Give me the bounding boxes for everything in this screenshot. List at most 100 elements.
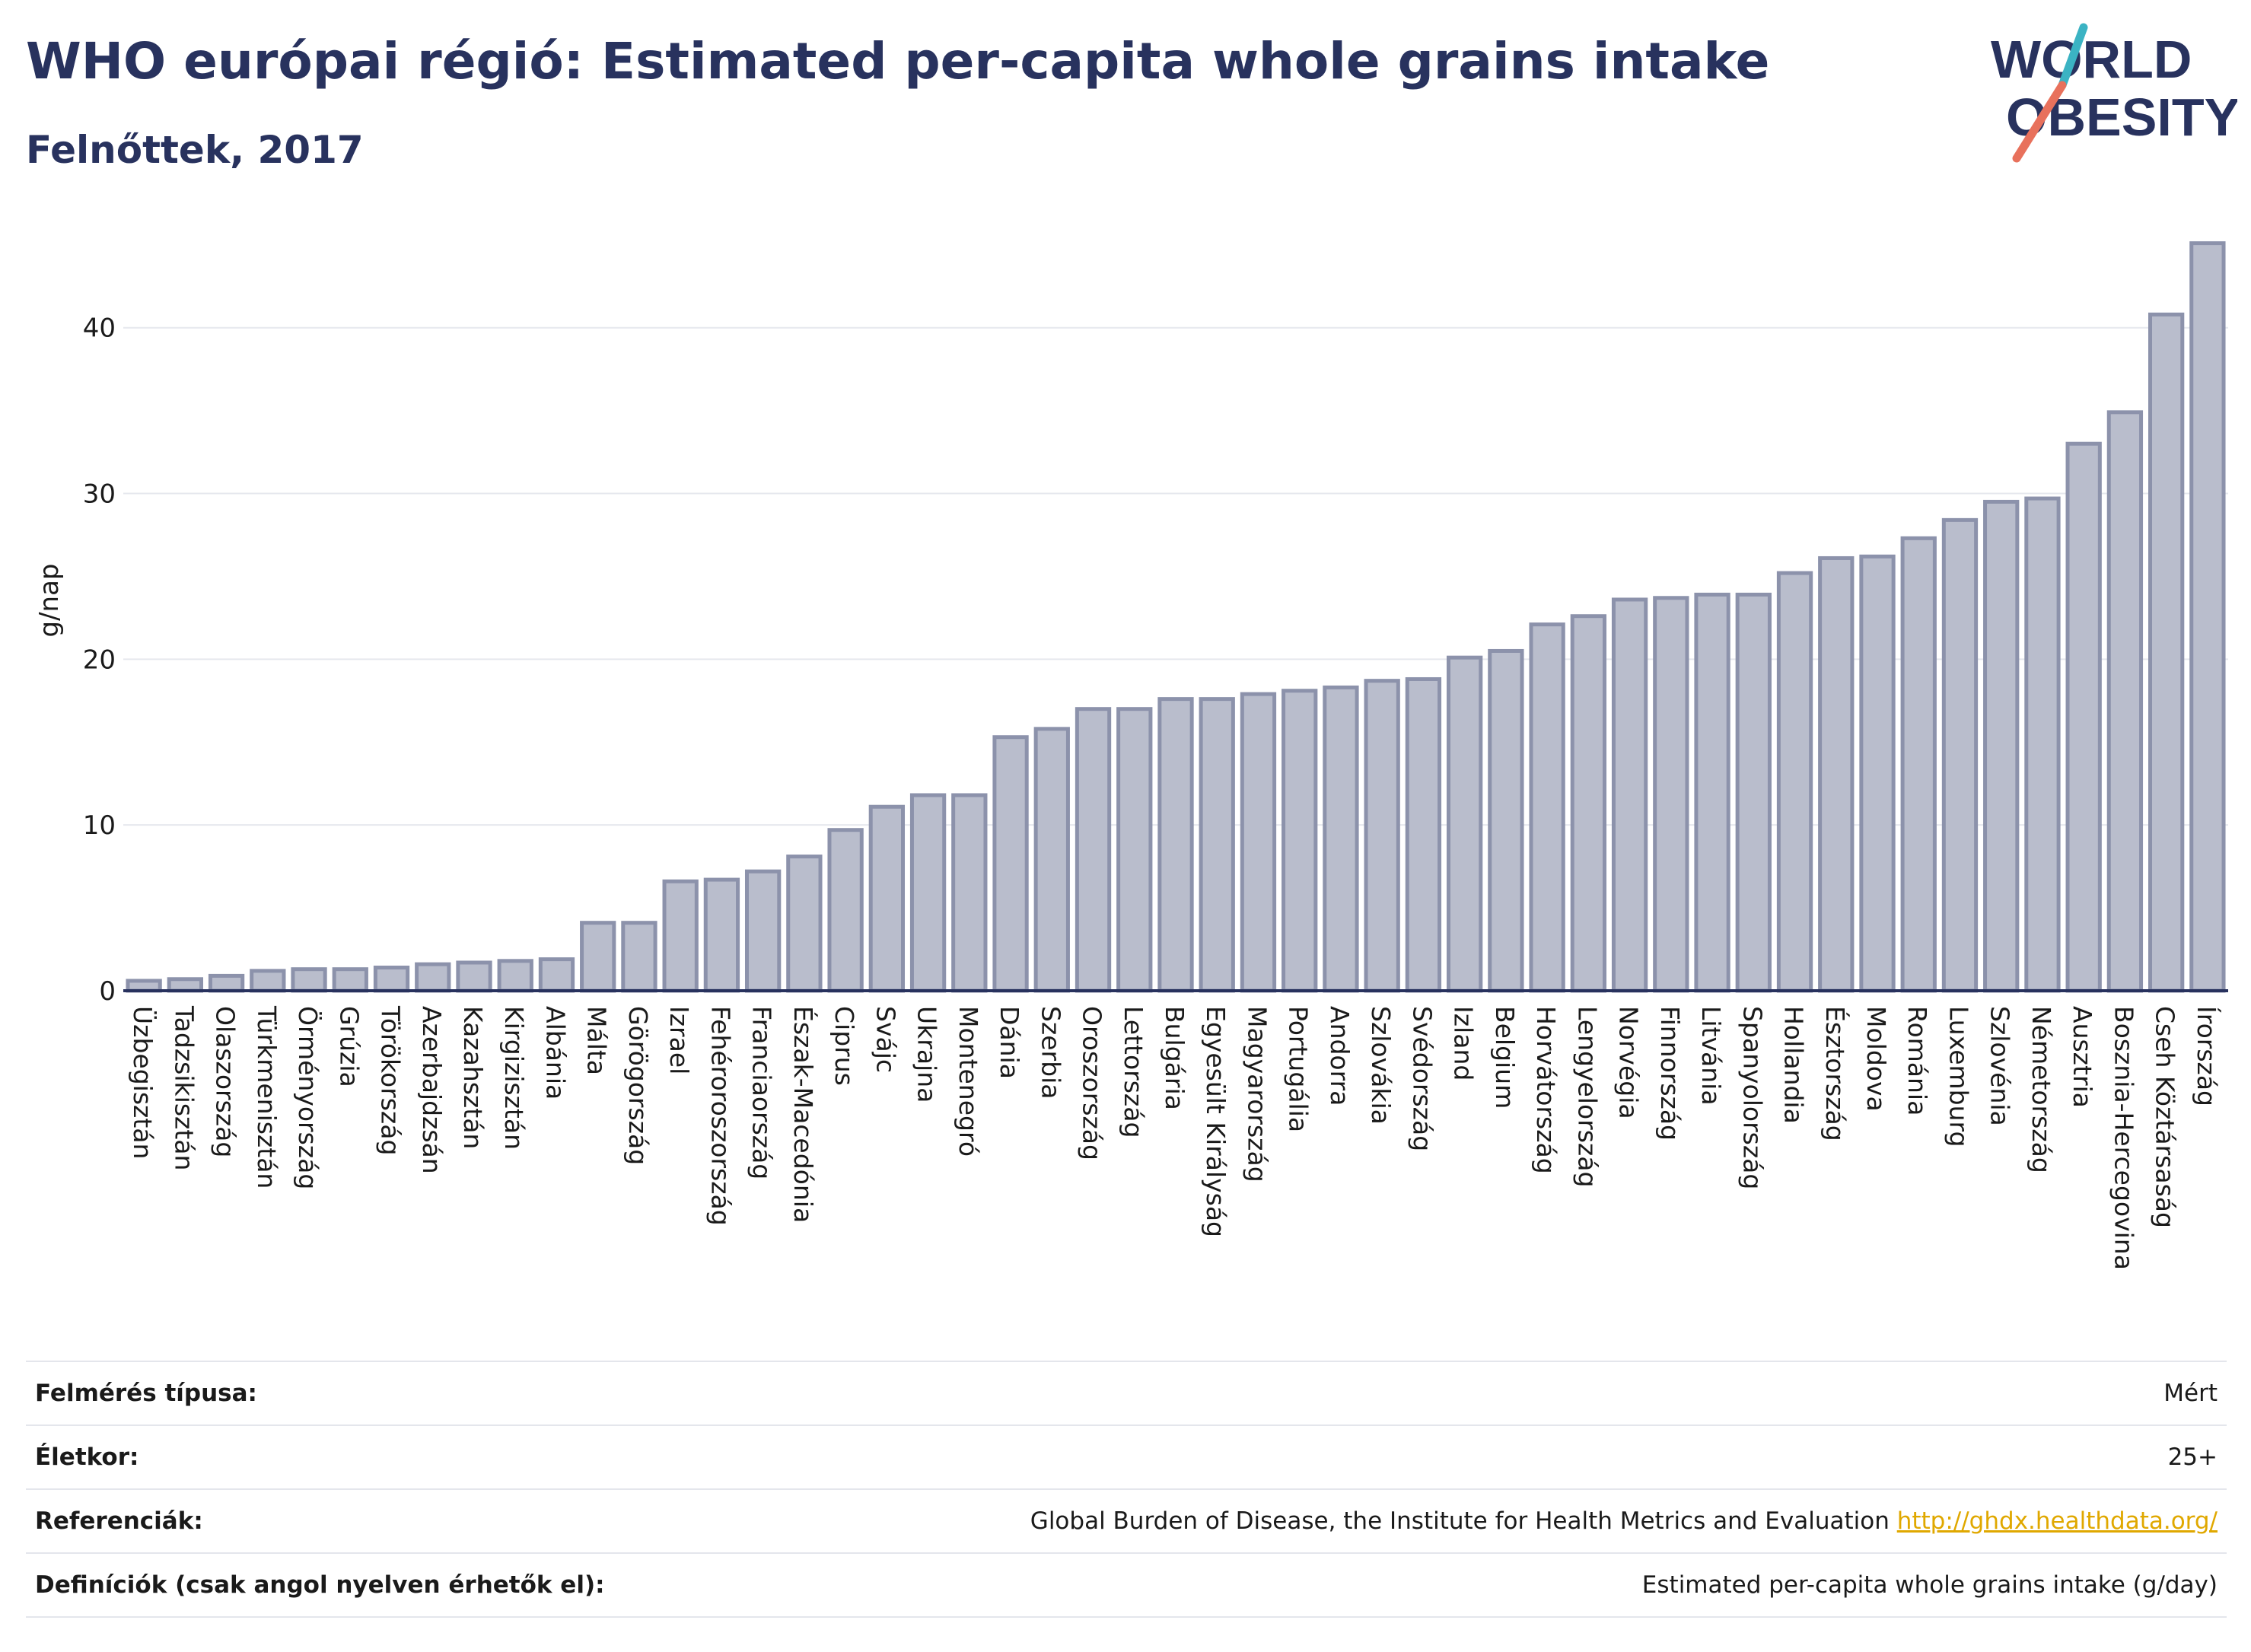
bar [580, 921, 616, 993]
x-tick-label: Belgium [1490, 1006, 1520, 1109]
bar [1776, 571, 1813, 993]
x-tick-label: Málta [582, 1006, 612, 1075]
x-tick-label: Izrael [664, 1006, 694, 1074]
bar [1157, 697, 1194, 993]
x-tick-label: Észak-Macedónia [788, 1006, 819, 1223]
y-tick-label: 0 [99, 976, 116, 1007]
bar [621, 921, 657, 993]
info-row-survey-type: Felmérés típusa: Mért [26, 1361, 2227, 1425]
x-tick-label: Lengyelország [1572, 1006, 1602, 1187]
x-tick-label: Németország [2027, 1006, 2056, 1173]
bar [744, 869, 782, 993]
info-label: Felmérés típusa: [35, 1380, 257, 1407]
logo-word-1: WORLD [1991, 30, 2192, 89]
bar [786, 855, 823, 993]
bar [1446, 655, 1483, 993]
x-tick-label: Ausztria [2068, 1006, 2097, 1108]
x-tick-label: Bulgária [1160, 1006, 1189, 1110]
bar [2106, 410, 2144, 993]
bar [1364, 679, 1400, 993]
x-tick-label: Szlovákia [1366, 1006, 1396, 1125]
bar [332, 967, 368, 993]
info-label: Definíciók (csak angol nyelven érhetők e… [35, 1571, 605, 1599]
y-tick-labels: 0 10 20 30 40 [83, 314, 116, 1007]
info-value-cell: Global Burden of Disease, the Institute … [740, 1489, 2227, 1553]
bar [2148, 312, 2185, 993]
y-tick-label: 40 [83, 314, 116, 344]
x-tick-labels: Üzbegisztán Tadzsikisztán Olaszország Türkm… [128, 1005, 2222, 1270]
x-tick-label: Portugália [1284, 1006, 1313, 1132]
bar [1282, 689, 1318, 993]
y-tick-label: 10 [83, 810, 116, 841]
bar [415, 962, 451, 993]
bar [1694, 592, 1730, 993]
x-tick-label: Izland [1449, 1006, 1479, 1081]
metadata-table: Felmérés típusa: Mért Életkor: 25+ Refer… [26, 1361, 2227, 1618]
bar [167, 977, 204, 993]
x-tick-label: Magyarország [1242, 1006, 1272, 1183]
x-tick-label: Grúzia [334, 1006, 364, 1087]
bar [291, 967, 327, 993]
bar [456, 960, 492, 993]
bar [1075, 707, 1112, 993]
info-value: Mért [2163, 1380, 2218, 1407]
y-tick-label: 20 [83, 645, 116, 675]
bar [2024, 496, 2061, 993]
bar [1611, 597, 1648, 993]
x-tick-label: Szlovénia [1985, 1006, 2015, 1126]
x-tick-label: Horvátország [1531, 1006, 1561, 1174]
x-tick-label: Luxemburg [1944, 1006, 1973, 1147]
logo-slash-teal [2058, 23, 2088, 90]
info-value: Global Burden of Disease, the Institute … [1030, 1507, 1890, 1535]
x-tick-label: Azerbajdzsán [417, 1006, 447, 1174]
reference-link[interactable]: http://ghdx.healthdata.org/ [1896, 1507, 2218, 1535]
x-tick-label: Finnország [1655, 1006, 1685, 1141]
bar [1900, 536, 1937, 993]
x-tick-label: Tadzsikisztán [169, 1005, 199, 1170]
bar [1735, 592, 1772, 993]
x-tick-label: Kirgizisztán [499, 1006, 529, 1150]
x-tick-label: Norvégia [1614, 1006, 1644, 1119]
x-tick-label: Üzbegisztán [128, 1006, 158, 1159]
x-tick-label: Kazahsztán [458, 1006, 488, 1149]
bar [1653, 596, 1689, 993]
info-label: Referenciák: [35, 1507, 203, 1535]
page-title: WHO európai régió: Estimated per-capita … [26, 32, 1770, 91]
page-subtitle: Felnőttek, 2017 [26, 128, 364, 172]
bar [373, 966, 410, 993]
bar [1983, 499, 2020, 993]
bar [1529, 622, 1565, 993]
bar [1941, 517, 1979, 993]
x-tick-label: Ukrajna [912, 1006, 942, 1103]
bar [497, 959, 533, 993]
x-tick-label: Észtország [1820, 1006, 1851, 1141]
x-tick-label: Törökország [376, 1005, 406, 1155]
bar [1323, 685, 1359, 993]
bar [1116, 707, 1153, 993]
bar [992, 735, 1029, 993]
x-tick-label: Franciaország [747, 1006, 777, 1179]
x-tick-label: Spanyolország [1737, 1006, 1767, 1189]
bar [208, 973, 245, 993]
x-tick-label: Bosznia-Hercegovina [2109, 1006, 2138, 1270]
bar [1033, 727, 1070, 993]
x-tick-label: Lettország [1119, 1006, 1148, 1138]
bar [1570, 614, 1607, 993]
x-tick-label: Örményország [293, 1006, 323, 1189]
logo-slash-coral [2012, 81, 2067, 163]
x-tick-label: Szerbia [1036, 1006, 1065, 1099]
x-tick-label: Hollandia [1779, 1006, 1809, 1124]
x-tick-label: Ciprus [829, 1006, 859, 1086]
info-value: Estimated per-capita whole grains intake… [1641, 1571, 2218, 1599]
bar [1818, 555, 1855, 993]
bar [538, 957, 575, 993]
bar [1859, 554, 1896, 993]
x-tick-label: Türkmenisztán [252, 1005, 282, 1189]
x-tick-label: Svédország [1407, 1006, 1437, 1151]
x-tick-label: Svájc [871, 1006, 900, 1073]
x-tick-label: Olaszország [211, 1006, 240, 1157]
bar [703, 877, 740, 993]
bar [662, 879, 699, 993]
y-tick-label: 30 [83, 479, 116, 510]
bar [1199, 697, 1235, 993]
